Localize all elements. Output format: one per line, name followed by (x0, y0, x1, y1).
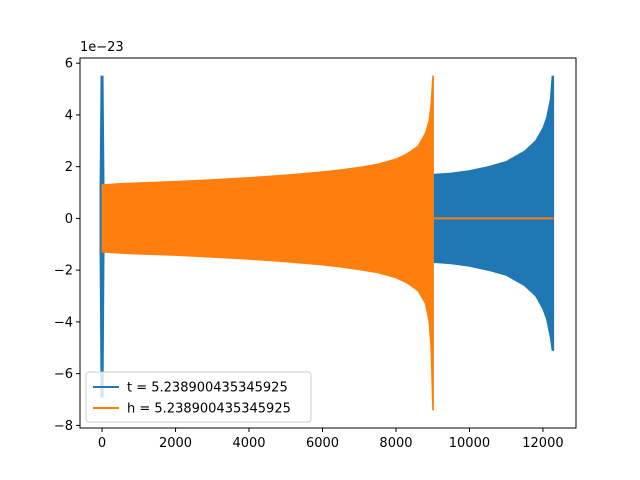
legend: t = 5.238900435345925 h = 5.238900435345… (85, 371, 312, 423)
x-tick-label: 12000 (522, 436, 563, 451)
legend-label-h: h = 5.238900435345925 (127, 402, 291, 417)
legend-box (85, 371, 312, 423)
x-tick-label: 8000 (379, 436, 412, 451)
y-tick-label: 4 (65, 108, 73, 123)
y-tick-label: −6 (54, 367, 73, 382)
plot-area (99, 75, 555, 411)
y-tick-label: −8 (54, 419, 73, 434)
x-tick-label: 4000 (232, 436, 265, 451)
y-offset-label: 1e−23 (80, 40, 124, 55)
series-h-envelope (101, 75, 434, 411)
y-tick-label: 6 (65, 57, 73, 72)
x-tick-label: 6000 (306, 436, 339, 451)
legend-label-t: t = 5.238900435345925 (127, 381, 288, 396)
x-tick-label: 2000 (159, 436, 192, 451)
axes-frame (79, 57, 577, 429)
y-tick-label: 2 (65, 160, 73, 175)
y-tick-label: −2 (54, 264, 73, 279)
y-tick-label: 0 (65, 212, 73, 227)
x-axis: 0 2000 4000 6000 8000 10000 12000 (98, 428, 564, 451)
y-tick-label: −4 (54, 315, 73, 330)
y-axis: −8 −6 −4 −2 0 2 4 6 (54, 57, 80, 434)
x-tick-label: 10000 (449, 436, 490, 451)
x-tick-label: 0 (98, 436, 106, 451)
